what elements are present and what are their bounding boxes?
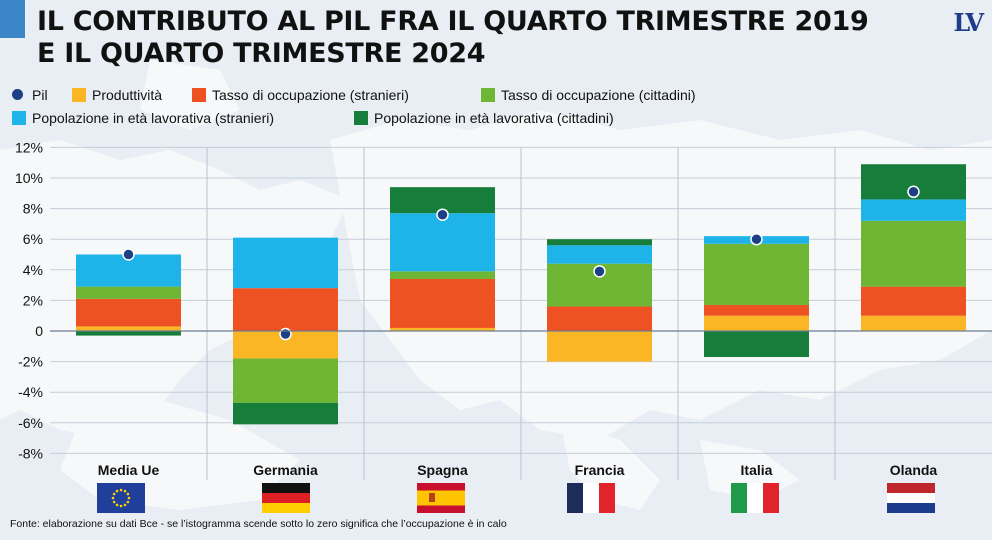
stacked-bar-chart: 12% 10% 8% 6% 4% 2% 0 -2% -4% -6% -8% Media Ue Germa…: [15, 139, 992, 480]
legend-item-pil: Pil: [12, 87, 72, 103]
bar-segment: [861, 199, 966, 221]
y-tick-label: 4%: [23, 262, 43, 278]
bar-segment: [76, 298, 181, 327]
bar-segment: [233, 402, 338, 425]
pil-point: [907, 185, 920, 199]
pil-point: [122, 248, 135, 261]
x-category-label: Italia: [741, 462, 773, 478]
legend-pop-stranieri-swatch: [12, 110, 26, 125]
flag-italy: [731, 483, 779, 513]
pil-point: [279, 327, 292, 341]
legend-item-produttivita: Produttività: [72, 87, 192, 103]
flag-netherlands: [887, 483, 935, 513]
legend-label-pop-stranieri: Popolazione in età lavorativa (stranieri…: [32, 109, 275, 126]
legend-item-tasso-stranieri: Tasso di occupazione (stranieri): [192, 87, 481, 103]
chart-legend: Pil Produttività Tasso di occupazione (s…: [12, 83, 772, 129]
x-category-label: Olanda: [890, 462, 938, 478]
bar-segment: [704, 304, 809, 316]
y-tick-label: 2%: [23, 292, 43, 308]
legend-tasso-cittadini-swatch: [481, 87, 495, 102]
bar-segment: [547, 306, 652, 331]
bar-segment: [390, 213, 495, 272]
x-category-label: Germania: [253, 462, 318, 478]
legend-label-pil: Pil: [32, 86, 48, 103]
y-tick-label: 6%: [23, 231, 43, 247]
y-tick-label: -8%: [18, 445, 43, 461]
bar-segment: [76, 286, 181, 299]
flag-spain: [417, 483, 465, 513]
legend-item-tasso-cittadini: Tasso di occupazione (cittadini): [481, 87, 696, 103]
y-tick-label: 0: [35, 323, 43, 339]
legend-row-2: Popolazione in età lavorativa (stranieri…: [12, 106, 772, 129]
flag-germany: [262, 483, 310, 513]
pil-point: [436, 208, 449, 221]
bar-segment: [390, 327, 495, 331]
pil-point: [593, 265, 606, 278]
bar-segment: [547, 239, 652, 246]
legend-label-pop-cittadini: Popolazione in età lavorativa (cittadini…: [374, 109, 614, 126]
y-tick-label: 12%: [15, 139, 43, 155]
legend-item-pop-stranieri: Popolazione in età lavorativa (stranieri…: [12, 110, 354, 126]
pil-point: [750, 232, 763, 246]
title-line-1: IL CONTRIBUTO AL PIL FRA IL QUARTO TRIME…: [37, 6, 869, 37]
title-line-2: E IL QUARTO TRIMESTRE 2024: [37, 38, 486, 69]
corner-accent: [0, 0, 25, 38]
legend-pop-cittadini-swatch: [354, 110, 368, 125]
bar-segment: [233, 288, 338, 331]
y-tick-label: -2%: [18, 354, 43, 370]
bar-segment: [390, 278, 495, 328]
legend-label-tasso-stranieri: Tasso di occupazione (stranieri): [212, 86, 409, 103]
source-footnote: Fonte: elaborazione su dati Bce - se l’i…: [10, 518, 507, 530]
legend-pil-marker: [12, 89, 23, 100]
bar-segment: [704, 331, 809, 358]
x-category-label: Media Ue: [98, 462, 160, 478]
bar-segment: [76, 331, 181, 336]
legend-label-produttivita: Produttività: [92, 86, 163, 103]
bar-segment: [547, 245, 652, 264]
bar-segment: [76, 326, 181, 331]
bar-segment: [704, 243, 809, 305]
flag-france: [567, 483, 615, 513]
chart-title: IL CONTRIBUTO AL PIL FRA IL QUARTO TRIME…: [37, 6, 869, 70]
flag-eu: [97, 483, 145, 513]
y-tick-label: 10%: [15, 170, 43, 186]
legend-item-pop-cittadini: Popolazione in età lavorativa (cittadini…: [354, 110, 614, 126]
legend-tasso-stranieri-swatch: [192, 87, 206, 102]
y-tick-label: -4%: [18, 384, 43, 400]
bar-segment: [861, 220, 966, 287]
bar-segment: [233, 358, 338, 403]
legend-label-tasso-cittadini: Tasso di occupazione (cittadini): [501, 86, 696, 103]
y-tick-label: -6%: [18, 415, 43, 431]
bar-segment: [390, 271, 495, 279]
bar-segment: [861, 286, 966, 316]
legend-produttivita-swatch: [72, 87, 86, 102]
bar-segment: [704, 315, 809, 331]
legend-row-1: Pil Produttività Tasso di occupazione (s…: [12, 83, 772, 106]
bar-segment: [861, 315, 966, 331]
bar-segment: [233, 237, 338, 289]
x-category-label: Spagna: [417, 462, 468, 478]
y-tick-label: 8%: [23, 201, 43, 217]
bar-segment: [547, 331, 652, 362]
x-category-label: Francia: [575, 462, 625, 478]
brand-logo: LV: [953, 8, 984, 37]
